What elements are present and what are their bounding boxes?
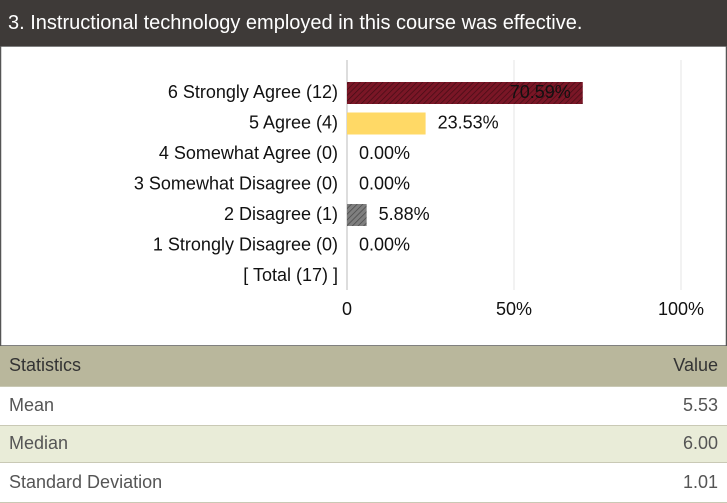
table-cell: Median (0, 425, 533, 463)
bar (347, 112, 426, 135)
bar (347, 82, 583, 104)
table-row: Median 6.00 (0, 425, 727, 463)
y-category-label: [ Total (17) ] (243, 265, 338, 285)
bar (347, 204, 367, 226)
header-cell: Statistics (0, 346, 533, 387)
table-row: Mean 5.53 (0, 386, 727, 426)
value-label: 0.00% (359, 234, 410, 254)
value-label: 23.53% (438, 112, 499, 132)
y-category-label: 4 Somewhat Agree (0) (159, 143, 338, 163)
value-label: 70.59% (510, 82, 571, 102)
x-tick-label: 50% (496, 299, 532, 319)
chart: 0 50% 100% 6 Strongly Agree (12) 70.59% 5 Agr… (0, 46, 727, 346)
table-cell: Standard Deviation (0, 462, 533, 503)
y-category-label: 3 Somewhat Disagree (0) (134, 173, 338, 193)
table-header-row: Statistics Value (0, 346, 727, 387)
header-cell: Value (532, 346, 727, 387)
y-category-label: 1 Strongly Disagree (0) (153, 234, 338, 254)
x-tick-label: 100% (658, 299, 704, 319)
y-category-label: 2 Disagree (1) (224, 204, 338, 224)
y-category-label: 6 Strongly Agree (12) (168, 82, 338, 102)
table-cell: 1.01 (532, 462, 727, 503)
stats-table: Statistics Value Mean 5.53 Median 6.00 Standar… (0, 346, 727, 503)
table-cell: Mean (0, 386, 533, 426)
value-label: 0.00% (359, 173, 410, 193)
value-label: 0.00% (359, 143, 410, 163)
table-cell: 5.53 (532, 386, 727, 426)
x-tick-label: 0 (342, 299, 352, 319)
question-title: 3. Instructional technology employed in … (0, 0, 727, 46)
y-category-label: 5 Agree (4) (249, 112, 338, 132)
table-row: Standard Deviation 1.01 (0, 462, 727, 503)
value-label: 5.88% (379, 204, 430, 224)
table-cell: 6.00 (532, 425, 727, 463)
